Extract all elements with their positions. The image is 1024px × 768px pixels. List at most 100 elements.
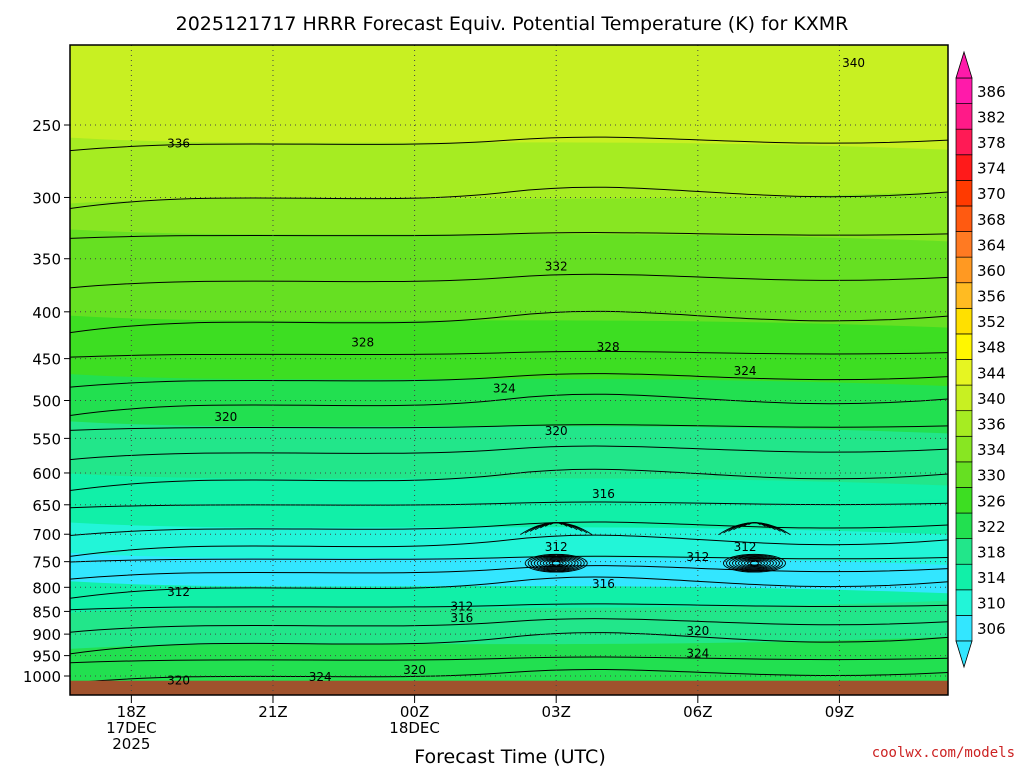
contour-line	[70, 232, 948, 239]
x-tick-label: 03Z	[542, 703, 571, 721]
contour-label: 324	[734, 364, 757, 378]
contour-line	[70, 468, 948, 492]
contour-label: 312	[450, 600, 473, 614]
colorbar-tick-label: 314	[977, 569, 1006, 587]
colorbar-tick-label: 378	[977, 134, 1006, 152]
contour-label: 328	[351, 335, 374, 349]
colorbar-segment	[955, 461, 973, 488]
contour-line	[70, 534, 948, 557]
y-tick-label: 1000	[23, 668, 61, 686]
y-axis: 250 300 350 400 450 500 550 600 650 700 750 800 850 9…	[23, 117, 70, 686]
surface-strip	[70, 680, 948, 695]
colorbar-segment	[955, 128, 973, 156]
contour-label-text: 324	[686, 647, 709, 661]
credit-link[interactable]: coolwx.com/models	[872, 745, 1015, 761]
colorbar-segment	[955, 512, 973, 539]
colorbar-tick-label: 344	[977, 364, 1006, 382]
surface-terrain	[70, 680, 948, 695]
colorbar-tick-label: 330	[977, 467, 1006, 485]
colorbar-segment	[955, 282, 973, 309]
colorbar-segment	[955, 256, 973, 284]
contour-label: 320	[167, 674, 190, 688]
contour-line	[70, 373, 948, 388]
contour-label-text: 312	[734, 540, 757, 554]
colorbar-segment	[955, 359, 973, 386]
contour-label-text: 324	[309, 670, 332, 684]
contour-label-text: 332	[545, 260, 568, 274]
x-axis-label: Forecast Time (UTC)	[414, 746, 605, 768]
x-tick-label: 09Z	[825, 703, 854, 721]
contour-line	[70, 186, 948, 209]
contour-cluster	[744, 559, 765, 567]
contour-label-text: 320	[214, 410, 237, 424]
x-tick-label: 18Z	[117, 703, 146, 721]
contour-label: 320	[545, 424, 568, 438]
colorbar-segment	[955, 487, 973, 514]
contour-label-text: 328	[351, 335, 374, 349]
contour-line	[70, 136, 948, 152]
contour-label: 316	[592, 577, 615, 591]
contour-label-text: 320	[686, 624, 709, 638]
colorbar-segment	[955, 77, 973, 104]
contour-label: 332	[545, 260, 568, 274]
contour-label-text: 312	[545, 540, 568, 554]
contour-line	[70, 618, 948, 633]
contour-line	[70, 656, 948, 664]
contour-label: 324	[493, 381, 516, 395]
contour-label-text: 316	[450, 611, 473, 625]
contour-cluster	[735, 557, 774, 570]
contour-label: 336	[167, 137, 190, 151]
contour-cluster	[524, 553, 588, 573]
x-tick-label: 00Z	[400, 703, 429, 721]
y-tick-label: 950	[32, 648, 61, 666]
shading-band	[70, 45, 948, 164]
colorbar-segment	[955, 307, 973, 335]
contour-label: 312	[686, 550, 709, 564]
colorbar-tick-label: 386	[977, 83, 1006, 101]
contour-cluster	[542, 559, 570, 568]
colorbar-tick-label: 364	[977, 236, 1006, 254]
y-tick-label: 350	[32, 251, 61, 269]
grid-lines	[70, 45, 948, 695]
y-tick-label: 300	[32, 189, 61, 207]
contour-cluster	[738, 558, 771, 569]
contour-cluster	[533, 556, 579, 570]
colorbar-tick-label: 322	[977, 518, 1006, 536]
colorbar-segment	[955, 205, 973, 232]
contour-arc	[519, 522, 593, 536]
colorbar-tick-label: 368	[977, 211, 1006, 229]
colorbar-tick-label: 370	[977, 185, 1006, 203]
contour-label-text: 320	[403, 663, 426, 677]
colorbar-segment	[955, 384, 973, 412]
contour-label-text: 312	[686, 550, 709, 564]
colorbar-segment	[955, 410, 973, 437]
contour-line	[70, 424, 948, 431]
contour-line	[70, 273, 948, 289]
contour-label-text: 312	[450, 600, 473, 614]
contour-cluster	[726, 554, 783, 572]
colorbar-segment	[955, 231, 973, 258]
contour-label-text: 316	[592, 487, 615, 501]
colorbar-tick-label: 326	[977, 492, 1006, 510]
contour-label: 316	[592, 487, 615, 501]
colorbar-min-arrow	[955, 640, 973, 669]
contour-line	[70, 501, 948, 509]
colorbar-tick-label: 360	[977, 262, 1006, 280]
y-tick-label: 850	[32, 603, 61, 621]
colorbar-segment	[955, 333, 973, 360]
theta-e-shading	[70, 45, 948, 695]
contour-label: 320	[686, 624, 709, 638]
contour-label: 312	[734, 540, 757, 554]
contour-label: 320	[403, 663, 426, 677]
colorbar-segment	[955, 180, 973, 207]
contour-cluster	[536, 557, 576, 570]
y-tick-label: 400	[32, 304, 61, 322]
x-tick-label: 18DEC	[389, 719, 440, 737]
colorbar-segment	[955, 154, 973, 181]
contour-line	[70, 565, 948, 580]
contour-label-text: 320	[545, 424, 568, 438]
y-tick-label: 900	[32, 626, 61, 644]
